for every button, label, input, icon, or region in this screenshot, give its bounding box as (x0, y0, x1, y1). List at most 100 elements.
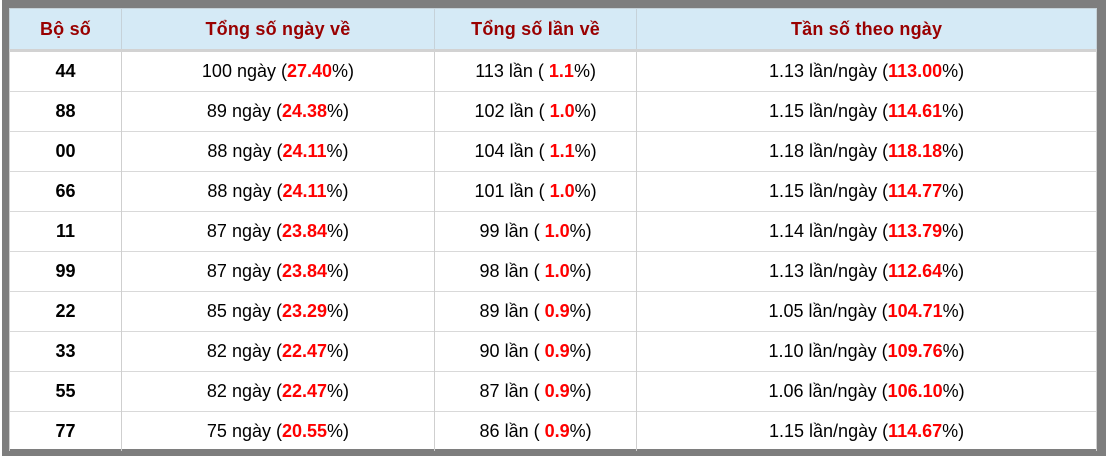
frequency-close: %) (942, 141, 965, 161)
frequency-value: 1.15 lần/ngày ( (769, 421, 889, 441)
frequency-cell: 1.15 lần/ngày (114.67%) (636, 411, 1097, 451)
times-close: %) (569, 341, 592, 361)
days-close: %) (332, 61, 355, 81)
pair-number: 88 (55, 101, 76, 121)
table-row: 11 87 ngày (23.84%) 99 lần ( 1.0%) 1.14 … (9, 211, 1097, 252)
total-days-cell: 87 ngày (23.84%) (120, 211, 436, 252)
frequency-percent: 114.67 (888, 421, 943, 441)
pair-number-cell: 88 (9, 91, 122, 132)
table-row: 44 100 ngày (27.40%) 113 lần ( 1.1%) 1.1… (9, 50, 1097, 92)
times-percent: 0.9 (544, 341, 570, 361)
total-times-cell: 90 lần ( 0.9%) (433, 331, 638, 372)
pair-number: 99 (55, 261, 76, 281)
times-close: %) (569, 221, 592, 241)
frequency-close: %) (942, 341, 965, 361)
total-days-cell: 88 ngày (24.11%) (120, 171, 436, 212)
column-header-frequency-per-day: Tần số theo ngày (636, 8, 1097, 52)
frequency-cell: 1.15 lần/ngày (114.61%) (636, 91, 1097, 132)
times-value: 86 lần ( (479, 421, 545, 441)
table-row: 88 89 ngày (24.38%) 102 lần ( 1.0%) 1.15… (9, 91, 1097, 132)
frequency-percent: 106.10 (887, 381, 943, 401)
days-percent: 22.47 (281, 341, 328, 361)
frequency-percent: 118.18 (888, 141, 943, 161)
days-value: 88 ngày ( (207, 141, 283, 161)
pair-number: 11 (55, 221, 75, 241)
days-close: %) (327, 221, 350, 241)
frequency-value: 1.14 lần/ngày ( (769, 221, 889, 241)
frequency-percent: 113.79 (888, 221, 943, 241)
days-percent: 23.29 (281, 301, 328, 321)
total-times-cell: 101 lần ( 1.0%) (433, 171, 638, 212)
total-times-cell: 98 lần ( 1.0%) (433, 251, 638, 292)
total-times-cell: 89 lần ( 0.9%) (433, 291, 638, 332)
pair-number-cell: 11 (9, 211, 122, 252)
frequency-close: %) (942, 221, 965, 241)
days-value: 100 ngày ( (201, 61, 287, 81)
column-header-total-times: Tổng số lần về (433, 8, 638, 52)
times-close: %) (573, 61, 596, 81)
frequency-value: 1.18 lần/ngày ( (769, 141, 889, 161)
times-value: 98 lần ( (479, 261, 545, 281)
table-row: 00 88 ngày (24.11%) 104 lần ( 1.1%) 1.18… (9, 131, 1097, 172)
frequency-cell: 1.18 lần/ngày (118.18%) (636, 131, 1097, 172)
times-percent: 0.9 (544, 421, 570, 441)
total-times-cell: 102 lần ( 1.0%) (433, 91, 638, 132)
frequency-cell: 1.13 lần/ngày (113.00%) (636, 50, 1097, 92)
days-value: 75 ngày ( (206, 421, 282, 441)
table-row: 55 82 ngày (22.47%) 87 lần ( 0.9%) 1.06 … (9, 371, 1097, 412)
times-value: 113 lần ( (475, 61, 549, 81)
pair-number-cell: 66 (9, 171, 122, 212)
pair-number-cell: 00 (9, 131, 122, 172)
days-percent: 27.40 (286, 61, 333, 81)
column-header-pair: Bộ số (9, 8, 122, 52)
days-percent: 20.55 (281, 421, 328, 441)
frequency-percent: 104.71 (887, 301, 943, 321)
total-days-cell: 75 ngày (20.55%) (120, 411, 436, 451)
frequency-percent: 112.64 (888, 261, 943, 281)
pair-number-cell: 55 (9, 371, 122, 412)
frequency-value: 1.15 lần/ngày ( (769, 181, 889, 201)
total-days-cell: 85 ngày (23.29%) (120, 291, 436, 332)
days-close: %) (327, 261, 350, 281)
days-close: %) (327, 301, 350, 321)
frequency-cell: 1.10 lần/ngày (109.76%) (636, 331, 1097, 372)
total-days-cell: 89 ngày (24.38%) (120, 91, 436, 132)
pair-number-cell: 77 (9, 411, 122, 451)
pair-number: 00 (55, 141, 76, 161)
pair-number-cell: 33 (9, 331, 122, 372)
table-body: 44 100 ngày (27.40%) 113 lần ( 1.1%) 1.1… (9, 50, 1097, 451)
column-header-total-days: Tổng số ngày về (120, 8, 436, 52)
frequency-value: 1.13 lần/ngày ( (769, 61, 889, 81)
times-close: %) (574, 101, 597, 121)
frequency-close: %) (942, 261, 965, 281)
total-times-cell: 113 lần ( 1.1%) (433, 50, 638, 92)
days-value: 82 ngày ( (206, 341, 282, 361)
times-close: %) (574, 141, 597, 161)
times-percent: 0.9 (544, 381, 570, 401)
pair-number: 55 (55, 381, 76, 401)
pair-number: 22 (55, 301, 76, 321)
times-close: %) (569, 381, 592, 401)
table-row: 33 82 ngày (22.47%) 90 lần ( 0.9%) 1.10 … (9, 331, 1097, 372)
frequency-value: 1.15 lần/ngày ( (769, 101, 889, 121)
frequency-cell: 1.15 lần/ngày (114.77%) (636, 171, 1097, 212)
frequency-cell: 1.13 lần/ngày (112.64%) (636, 251, 1097, 292)
times-percent: 1.0 (544, 221, 570, 241)
days-close: %) (327, 341, 350, 361)
pair-number-cell: 22 (9, 291, 122, 332)
days-close: %) (327, 381, 350, 401)
days-close: %) (327, 101, 350, 121)
frequency-value: 1.10 lần/ngày ( (768, 341, 888, 361)
times-value: 87 lần ( (479, 381, 545, 401)
days-close: %) (326, 181, 349, 201)
total-times-cell: 99 lần ( 1.0%) (433, 211, 638, 252)
total-times-cell: 104 lần ( 1.1%) (433, 131, 638, 172)
frequency-close: %) (942, 381, 965, 401)
times-percent: 1.1 (548, 61, 574, 81)
total-days-cell: 87 ngày (23.84%) (120, 251, 436, 292)
frequency-close: %) (942, 101, 965, 121)
frequency-percent: 114.61 (888, 101, 943, 121)
total-days-cell: 100 ngày (27.40%) (120, 50, 436, 92)
frequency-close: %) (942, 301, 965, 321)
